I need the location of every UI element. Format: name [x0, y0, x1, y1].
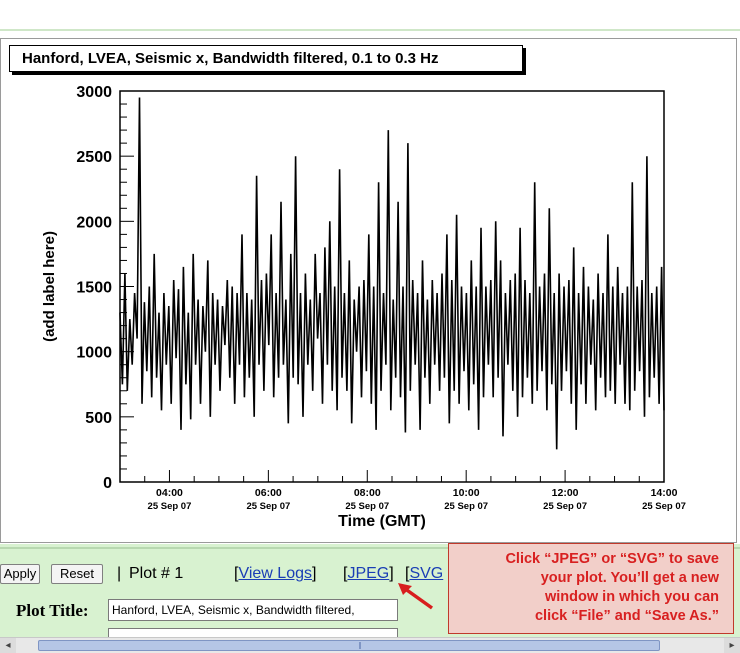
y-tick-label: 1000 [76, 345, 112, 362]
x-tick-time-label: 08:00 [354, 487, 381, 499]
y-tick-label: 0 [103, 475, 112, 492]
svg-link[interactable]: SVG [409, 565, 444, 582]
top-strip [0, 0, 740, 30]
save-instructions-callout: Click “JPEG” or “SVG” to save your plot.… [448, 543, 734, 634]
seismic-series-line [119, 97, 665, 450]
bracket-open: [ [343, 565, 348, 582]
bracket-open: [ [234, 565, 239, 582]
scroll-left-icon[interactable]: ◂ [0, 638, 16, 653]
scroll-thumb[interactable] [38, 640, 660, 651]
bracket-close: ] [311, 565, 317, 582]
y-tick-label: 1500 [76, 280, 112, 297]
top-divider [0, 29, 740, 31]
x-tick-time-label: 14:00 [651, 487, 678, 499]
apply-button[interactable]: Apply [0, 564, 40, 584]
plot-number-label: Plot # 1 [129, 565, 184, 582]
callout-arrow-icon [398, 583, 434, 610]
x-tick-date-label: 25 Sep 07 [642, 501, 686, 512]
y-tick-label: 2500 [76, 149, 112, 166]
chart-title: Hanford, LVEA, Seismic x, Bandwidth filt… [9, 45, 523, 72]
view-logs-link-group: [View Logs] [234, 565, 316, 583]
x-tick-date-label: 25 Sep 07 [543, 501, 587, 512]
y-tick-label: 2000 [76, 214, 112, 231]
jpeg-link-group: [JPEG] [343, 565, 394, 583]
plot-title-input[interactable]: Hanford, LVEA, Seismic x, Bandwidth filt… [108, 599, 398, 621]
reset-button[interactable]: Reset [51, 564, 103, 584]
x-tick-time-label: 10:00 [453, 487, 480, 499]
callout-line: your plot. You’ll get a new [540, 570, 719, 586]
bracket-close: ] [389, 565, 394, 582]
x-tick-time-label: 06:00 [255, 487, 282, 499]
x-tick-date-label: 25 Sep 07 [444, 501, 488, 512]
x-tick-time-label: 12:00 [552, 487, 579, 499]
toolbar-separator: | [117, 565, 122, 582]
scroll-grip-icon [359, 642, 361, 649]
callout-line: click “File” and “Save As.” [534, 608, 719, 624]
view-logs-link[interactable]: View Logs [238, 565, 312, 582]
callout-line: Click “JPEG” or “SVG” to save [505, 551, 719, 567]
jpeg-link[interactable]: JPEG [347, 565, 390, 582]
x-tick-date-label: 25 Sep 07 [246, 501, 290, 512]
scroll-right-icon[interactable]: ▸ [724, 638, 740, 653]
svg-link-group: [SVG [405, 565, 443, 583]
plot-title-label: Plot Title: [16, 601, 89, 620]
horizontal-scrollbar[interactable]: ◂ ▸ [0, 637, 740, 653]
y-tick-label: 3000 [76, 84, 112, 101]
x-tick-time-label: 04:00 [156, 487, 183, 499]
y-axis-label: (add label here) [41, 231, 58, 342]
seismic-chart: 0 500 1000 1500 2000 2500 3000 04:00 25 Sep 07 06… [41, 84, 686, 530]
control-panel-divider [0, 547, 740, 549]
x-tick-date-label: 25 Sep 07 [345, 501, 389, 512]
x-axis-label: Time (GMT) [338, 513, 426, 530]
bracket-open: [ [405, 565, 410, 582]
y-tick-label: 500 [85, 410, 112, 427]
callout-line: window in which you can [544, 589, 719, 605]
x-tick-date-label: 25 Sep 07 [148, 501, 192, 512]
